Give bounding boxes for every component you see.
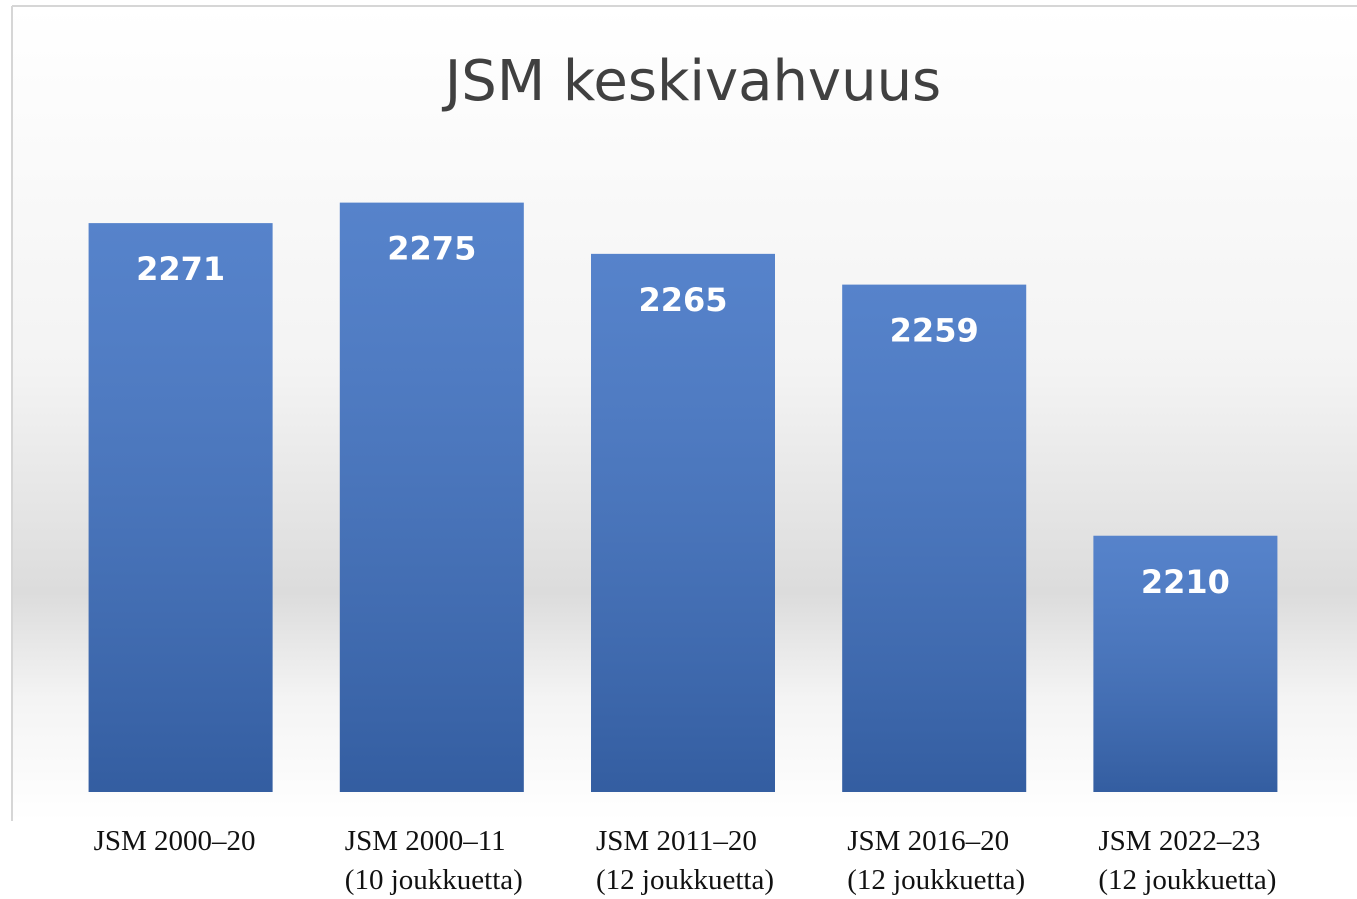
value-label: 2210 bbox=[1141, 563, 1230, 601]
x-tick-label: JSM 2011–20 (12 joukkuetta) bbox=[596, 825, 774, 896]
value-label: 2275 bbox=[387, 230, 476, 268]
bar-shade bbox=[842, 284, 1027, 792]
bar-shade bbox=[339, 202, 524, 792]
value-label: 2271 bbox=[136, 250, 225, 288]
value-label: 2265 bbox=[638, 281, 727, 319]
x-tick-label: JSM 2000–20 bbox=[93, 825, 256, 857]
value-label: 2259 bbox=[890, 312, 979, 350]
bar-shade bbox=[591, 253, 775, 792]
x-tick-label: JSM 2016–20 (12 joukkuetta) bbox=[847, 825, 1026, 896]
chart-title: JSM keskivahvuus bbox=[442, 49, 941, 114]
bar-shade bbox=[88, 223, 273, 792]
x-tick-label: JSM 2022–23 (12 joukkuetta) bbox=[1098, 825, 1277, 896]
x-tick-label: JSM 2000–11 (10 joukkuetta) bbox=[344, 825, 523, 896]
bar-shade bbox=[1093, 535, 1278, 792]
